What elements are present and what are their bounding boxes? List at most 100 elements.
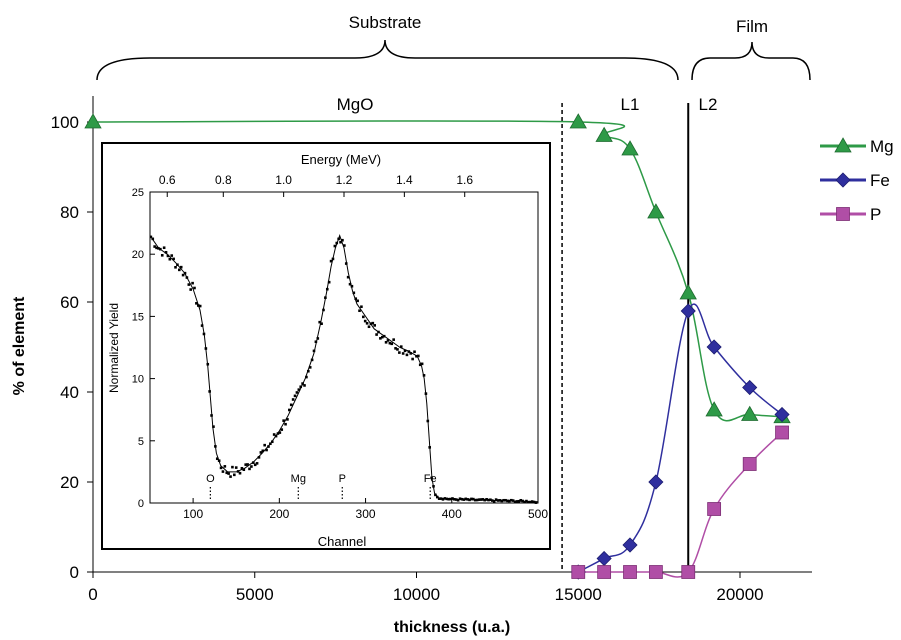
inset-data-point <box>428 446 432 449</box>
inset-data-point <box>447 497 450 501</box>
substrate-brace <box>96 39 679 81</box>
inset-data-point <box>417 354 420 358</box>
x-tick-label: 5000 <box>236 585 274 604</box>
l1-label: L1 <box>621 95 640 114</box>
inset-data-point <box>418 363 422 367</box>
data-point-p <box>707 502 722 516</box>
inset-data-point <box>308 366 312 369</box>
inset-data-point <box>229 475 232 478</box>
inset-data-point <box>329 259 333 263</box>
inset-data-point <box>405 353 409 357</box>
inset-data-point <box>295 391 299 394</box>
inset-data-point <box>439 497 443 500</box>
inset-data-point <box>168 257 172 261</box>
inset-data-point <box>354 297 358 300</box>
inset-data-point <box>392 338 395 341</box>
inset-data-point <box>341 238 344 242</box>
inset-data-point <box>426 419 430 423</box>
inset-data-point <box>324 296 327 299</box>
series-line-fe <box>577 303 783 573</box>
inset-data-point <box>231 465 234 469</box>
inset-data-point <box>451 497 454 500</box>
data-point-mg <box>647 203 665 219</box>
inset-data-point <box>466 498 469 501</box>
inset-data-point <box>509 498 513 502</box>
inset-data-point <box>390 342 394 346</box>
legend-marker-fe <box>835 172 851 188</box>
inset-data-point <box>432 485 435 488</box>
inset-data-point <box>166 254 170 258</box>
inset-data-point <box>289 403 293 407</box>
inset-data-point <box>200 324 204 327</box>
inset-data-point <box>189 288 192 291</box>
inset-data-point <box>386 339 390 342</box>
data-point-fe <box>622 537 638 553</box>
y-tick-label: 80 <box>60 203 79 222</box>
inset-data-point <box>513 500 517 504</box>
inset-data-point <box>280 428 284 431</box>
inset-data-point <box>525 499 528 503</box>
inset-data-point <box>185 276 189 279</box>
inset-data-point <box>210 414 213 417</box>
inset-data-point <box>534 501 538 504</box>
inset-y-tick-label: 10 <box>132 374 144 386</box>
inset-x-tick-label: 100 <box>183 507 203 521</box>
inset-element-label-mg: Mg <box>291 473 306 485</box>
inset-data-point <box>437 497 441 500</box>
inset-data-point <box>263 443 266 447</box>
inset-data-point <box>380 335 384 339</box>
inset-data-point <box>327 280 331 284</box>
inset-frame <box>101 142 551 550</box>
inset-data-point <box>320 322 323 325</box>
inset-data-point <box>195 302 198 305</box>
inset-data-point <box>371 321 375 325</box>
film-label: Film <box>736 17 768 36</box>
inset-data-point <box>458 497 462 501</box>
inset-data-point <box>198 304 202 308</box>
inset-data-point <box>481 498 485 501</box>
inset-data-point <box>443 497 447 500</box>
inset-data-point <box>496 499 500 502</box>
inset-data-point <box>270 440 274 444</box>
inset-data-point <box>473 498 477 502</box>
inset-data-point <box>244 463 248 466</box>
inset-data-point <box>420 362 424 366</box>
inset-x-tick-label: 200 <box>269 507 289 521</box>
inset-data-point <box>498 499 502 502</box>
inset-data-point <box>365 322 369 325</box>
inset-y-tick-label: 20 <box>132 249 144 261</box>
inset-data-point <box>261 449 265 453</box>
inset-data-point <box>174 266 177 269</box>
data-point-fe <box>774 406 790 423</box>
film-brace <box>691 41 811 81</box>
inset-data-point <box>251 461 255 464</box>
inset-data-point <box>227 472 230 475</box>
inset-element-label-fe: Fe <box>424 473 437 485</box>
inset-data-point <box>346 275 350 279</box>
inset-x-tick-label: 500 <box>528 507 548 521</box>
l2-label: L2 <box>699 95 718 114</box>
inset-data-point <box>305 375 308 379</box>
inset-data-point <box>225 471 229 475</box>
substrate-label: Substrate <box>349 13 422 32</box>
series-line-mg <box>92 120 783 422</box>
region-annotations: Substrate Film MgO L1 L2 <box>96 13 811 114</box>
y-axis-title: % of element <box>11 296 28 395</box>
data-point-mg <box>741 405 759 421</box>
inset-data-point <box>208 390 211 393</box>
inset-data-point <box>379 337 382 340</box>
inset-data-point <box>160 254 164 257</box>
inset-data-point <box>515 500 519 503</box>
inset-data-point <box>360 305 363 309</box>
inset-data-point <box>352 291 356 295</box>
inset-data-point <box>288 408 291 412</box>
inset-top-tick-label: 1.2 <box>336 173 353 187</box>
data-point-fe <box>648 474 664 490</box>
inset-data-point <box>172 257 175 261</box>
y-tick-label: 100 <box>51 113 79 132</box>
inset-data-point <box>508 499 511 503</box>
inset-data-point <box>159 247 162 251</box>
inset-top-tick-label: 0.8 <box>215 173 232 187</box>
data-point-mg <box>84 113 102 129</box>
